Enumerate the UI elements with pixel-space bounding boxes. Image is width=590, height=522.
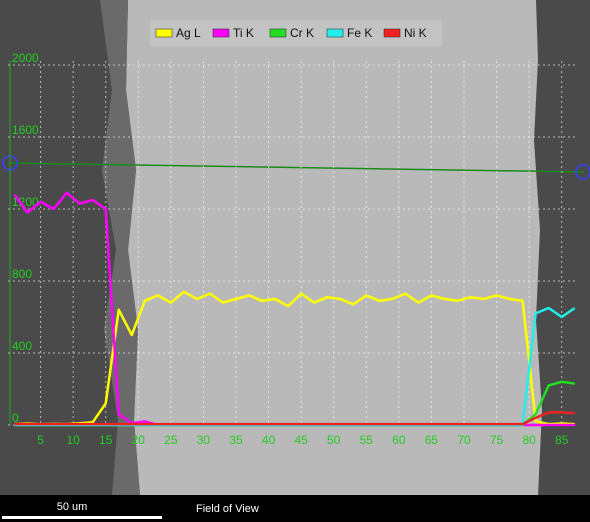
x-tick-label: 75 [490,433,504,447]
scale-bar-label: 50 um [57,501,88,513]
x-tick-label: 30 [197,433,211,447]
scale-bar [2,516,162,519]
y-tick-label: 800 [12,267,32,281]
legend-label: Fe K [347,26,372,40]
sem-interface [100,0,140,495]
legend-swatch [269,28,287,38]
x-tick-label: 25 [164,433,178,447]
legend-label: Cr K [290,26,314,40]
series-line [14,290,575,426]
y-tick-label: 0 [12,411,19,425]
x-tick-label: 5 [37,433,44,447]
x-tick-label: 50 [327,433,341,447]
footer-label: Field of View [196,503,259,515]
x-tick-label: 85 [555,433,569,447]
legend-swatch [383,28,401,38]
y-tick-label: 1600 [12,123,39,137]
marker-line [9,162,585,173]
x-tick-label: 10 [66,433,80,447]
legend-swatch [155,28,173,38]
y-tick-label: 2000 [12,51,39,65]
legend-swatch [212,28,230,38]
legend-label: Ti K [233,26,254,40]
y-tick-label: 400 [12,339,32,353]
x-tick-label: 45 [294,433,308,447]
x-tick-label: 20 [132,433,146,447]
legend-label: Ag L [176,26,201,40]
x-tick-label: 55 [360,433,374,447]
x-tick-label: 60 [392,433,406,447]
legend-swatch [326,28,344,38]
x-tick-label: 65 [425,433,439,447]
x-tick-label: 80 [522,433,536,447]
series-line [14,411,575,426]
x-tick-label: 40 [262,433,276,447]
x-tick-label: 70 [457,433,471,447]
x-tick-label: 15 [99,433,113,447]
legend-label: Ni K [404,26,427,40]
x-tick-label: 35 [229,433,243,447]
marker-handle [575,164,590,180]
